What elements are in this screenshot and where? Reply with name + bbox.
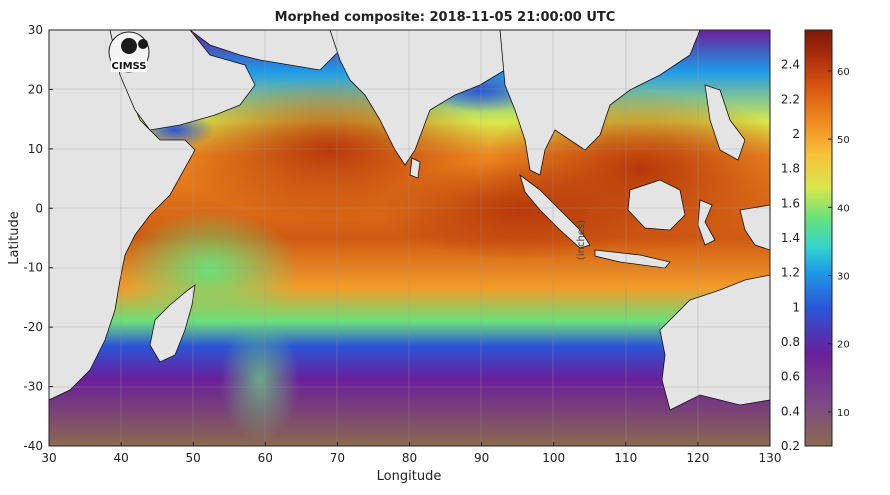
moist-plume-madagascar xyxy=(120,210,300,330)
x-axis-label: Longitude xyxy=(377,469,442,484)
colorbar-inch-label: 0.6 xyxy=(781,370,800,384)
colorbar-mm-label: 50 xyxy=(837,135,850,146)
x-tick-label: 100 xyxy=(542,451,565,465)
colorbar-mm-label: 10 xyxy=(837,408,850,419)
y-tick-label: 20 xyxy=(28,82,43,96)
x-tick-label: 50 xyxy=(186,451,201,465)
x-tick-label: 40 xyxy=(113,451,128,465)
x-tick-label: 90 xyxy=(474,451,489,465)
y-tick-label: 0 xyxy=(35,201,43,215)
colorbar-mm-ticks: 60 50 40 30 20 10 xyxy=(828,67,850,419)
x-tick-label: 120 xyxy=(686,451,709,465)
colorbar-inch-ticks: 2.4 2.2 2 1.8 1.6 1.4 1.2 1 0.8 0.6 0.4 0.2 xyxy=(781,58,800,453)
colorbar-inch-label: 2 xyxy=(792,127,800,141)
heavy-moisture-equatorial xyxy=(380,160,660,260)
map-title: Morphed composite: 2018-11-05 21:00:00 U… xyxy=(274,10,616,25)
y-tick-label: -40 xyxy=(23,439,43,453)
colorbar-inch-label: 2.4 xyxy=(781,58,800,72)
x-tick-label: 130 xyxy=(759,451,782,465)
land-australia xyxy=(659,274,770,411)
map-plot-area: CIMSS xyxy=(49,30,770,446)
x-axis-ticks: 30 40 50 60 70 80 90 100 110 120 130 xyxy=(41,442,781,465)
colorbar-inch-label: 1.6 xyxy=(781,196,800,210)
land-india xyxy=(329,30,506,166)
land-sumatra xyxy=(519,173,591,249)
x-tick-label: 110 xyxy=(614,451,637,465)
colorbar-inch-label: 1 xyxy=(792,300,800,314)
x-tick-label: 80 xyxy=(402,451,417,465)
x-tick-label: 60 xyxy=(258,451,273,465)
y-axis-ticks: 30 20 10 0 -10 -20 -30 -40 xyxy=(23,23,53,453)
land-sri-lanka xyxy=(409,157,421,179)
y-axis-label: Latitude xyxy=(7,211,22,265)
y-tick-label: 10 xyxy=(28,142,43,156)
colorbar-mm-label: 60 xyxy=(837,67,850,78)
colorbar-inch-label: 0.8 xyxy=(781,335,800,349)
colorbar-mm-label: 40 xyxy=(837,203,850,214)
cimss-logo: CIMSS xyxy=(108,31,150,73)
land-philippines xyxy=(704,84,746,161)
colorbar-inch-label: 2.2 xyxy=(781,92,800,106)
colorbar-unit-label: (inches) xyxy=(576,220,587,260)
y-tick-label: -30 xyxy=(23,380,43,394)
cimss-logo-text: CIMSS xyxy=(112,61,147,72)
colorbar-inch-label: 1.2 xyxy=(781,266,800,280)
y-tick-label: 30 xyxy=(28,23,43,37)
map-grid xyxy=(49,30,770,446)
colorbar-mm-label: 30 xyxy=(837,272,850,283)
colorbar xyxy=(804,29,833,447)
colorbar-inch-label: 1.8 xyxy=(781,162,800,176)
y-tick-label: -10 xyxy=(23,261,43,275)
colorbar-inch-label: 1.4 xyxy=(781,231,800,245)
land-borneo xyxy=(627,179,686,231)
colorbar-mm-label: 20 xyxy=(837,340,850,351)
land-new-guinea xyxy=(739,204,770,251)
x-tick-label: 30 xyxy=(41,451,56,465)
y-tick-label: -20 xyxy=(23,320,43,334)
land-southeast-asia xyxy=(499,30,701,176)
colorbar-inch-label: 0.2 xyxy=(781,439,800,453)
land-madagascar xyxy=(149,284,196,363)
colorbar-inch-label: 0.4 xyxy=(781,404,800,418)
x-tick-label: 70 xyxy=(330,451,345,465)
moist-streak-south xyxy=(220,320,300,440)
